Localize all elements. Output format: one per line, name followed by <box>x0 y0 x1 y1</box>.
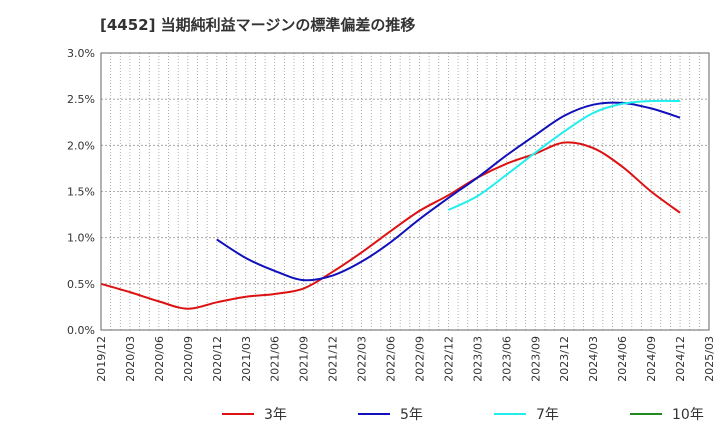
x-tick-label: 2020/09 <box>182 336 195 382</box>
x-tick-label: 2023/12 <box>558 336 571 382</box>
x-tick-label: 2020/03 <box>124 336 137 382</box>
x-tick-label: 2019/12 <box>95 336 108 382</box>
series-line-1 <box>216 101 681 282</box>
x-tick-label: 2024/09 <box>645 336 658 382</box>
x-axis: 2019/12 2020/03 2020/06 2020/09 2020/12 2021/… <box>95 336 716 382</box>
chart-title: [4452] 当期純利益マージンの標準偏差の推移 <box>100 16 415 34</box>
y-tick-label: 1.0% <box>67 232 95 245</box>
legend: 3年 5年 7年 10年 <box>222 407 704 423</box>
legend-label: 10年 <box>672 407 704 423</box>
chart-series-group <box>100 99 681 310</box>
y-tick-label: 0.0% <box>67 324 95 337</box>
x-tick-label: 2020/12 <box>211 336 224 382</box>
x-tick-label: 2021/09 <box>298 336 311 382</box>
y-axis: 0.0% 0.5% 1.0% 1.5% 2.0% 2.5% 3.0% <box>67 47 95 337</box>
legend-label: 3年 <box>264 407 287 423</box>
x-tick-label: 2023/09 <box>529 336 542 382</box>
x-tick-label: 2021/12 <box>327 336 340 382</box>
x-tick-label: 2025/03 <box>703 336 716 382</box>
x-tick-label: 2024/12 <box>674 336 687 382</box>
x-tick-label: 2022/12 <box>442 336 455 382</box>
y-tick-label: 2.5% <box>67 93 95 106</box>
x-tick-label: 2022/09 <box>413 336 426 382</box>
x-tick-label: 2022/03 <box>356 336 369 382</box>
x-tick-label: 2023/03 <box>471 336 484 382</box>
y-tick-label: 3.0% <box>67 47 95 60</box>
legend-label: 7年 <box>536 407 559 423</box>
x-tick-label: 2022/06 <box>385 336 398 382</box>
y-tick-label: 2.0% <box>67 139 95 152</box>
x-tick-label: 2021/03 <box>240 336 253 382</box>
chart-grid <box>101 53 709 330</box>
y-tick-label: 0.5% <box>67 278 95 291</box>
x-tick-label: 2020/06 <box>153 336 166 382</box>
x-tick-label: 2024/03 <box>587 336 600 382</box>
x-tick-label: 2024/06 <box>616 336 629 382</box>
y-tick-label: 1.5% <box>67 186 95 199</box>
x-tick-label: 2023/06 <box>500 336 513 382</box>
series-line-0 <box>100 141 681 310</box>
legend-label: 5年 <box>400 407 423 423</box>
plot-area-border <box>100 52 710 331</box>
series-line-2 <box>447 99 681 211</box>
x-tick-label: 2021/06 <box>269 336 282 382</box>
